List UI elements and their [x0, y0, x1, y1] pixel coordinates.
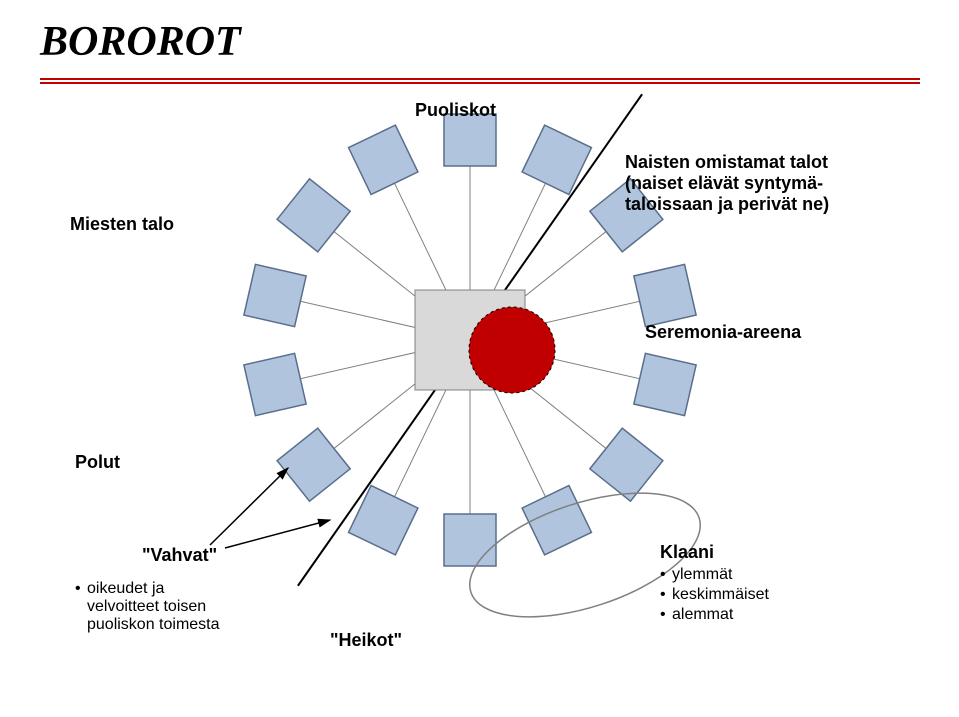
house	[349, 125, 418, 194]
klaani-item: keskimmäiset	[660, 586, 769, 604]
naisten-line1: Naisten omistamat talot	[625, 152, 828, 172]
label-oikeudet: oikeudet ja velvoitteet toisen puoliskon…	[75, 580, 220, 636]
house	[277, 179, 350, 252]
label-miesten-talo: Miesten talo	[70, 214, 174, 235]
klaani-item: ylemmät	[660, 566, 769, 584]
oikeudet-line1: oikeudet ja velvoitteet toisen puoliskon…	[75, 580, 220, 634]
label-puoliskot: Puoliskot	[415, 100, 496, 121]
house	[444, 114, 496, 166]
label-vahvat: "Vahvat"	[142, 545, 217, 566]
house	[244, 264, 306, 326]
label-seremonia-areena: Seremonia-areena	[645, 322, 801, 343]
arrow	[225, 520, 330, 548]
house	[634, 264, 696, 326]
label-klaani-items: ylemmät keskimmäiset alemmat	[660, 566, 769, 626]
house	[244, 353, 306, 415]
ceremony-arena	[469, 307, 555, 393]
house	[522, 125, 591, 194]
naisten-line3: taloissaan ja perivät ne)	[625, 194, 829, 214]
label-heikot: "Heikot"	[330, 630, 402, 651]
label-polut: Polut	[75, 452, 120, 473]
klaani-item: alemmat	[660, 606, 769, 624]
label-naisten-talot: Naisten omistamat talot (naiset elävät s…	[625, 152, 829, 215]
house	[634, 353, 696, 415]
house	[444, 514, 496, 566]
naisten-line2: (naiset elävät syntymä-	[625, 173, 823, 193]
house	[590, 428, 663, 501]
slide: { "title": { "text": "BOROROT", "fontsiz…	[0, 0, 959, 717]
house	[349, 485, 418, 554]
house	[277, 428, 350, 501]
arrow	[210, 468, 288, 545]
label-klaani-title: Klaani	[660, 542, 714, 563]
